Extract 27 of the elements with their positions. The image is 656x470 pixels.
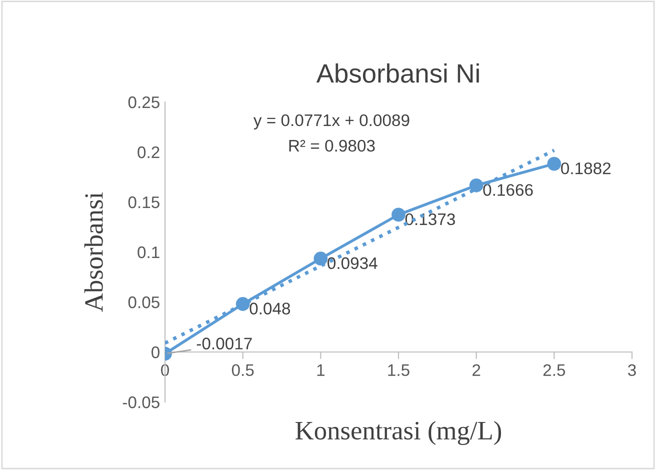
y-tick-label: 0	[152, 346, 160, 358]
x-tick-label: 1	[317, 364, 324, 376]
annotation: y = 0.0771x + 0.0089	[253, 114, 410, 130]
point	[392, 208, 406, 222]
y-tick-label: 0.25	[128, 96, 160, 108]
data-label: 0.1666	[483, 184, 533, 196]
point	[314, 252, 328, 266]
y-tick-label: 0.1	[138, 246, 160, 258]
point	[469, 178, 484, 192]
x-tick-label: 0.5	[232, 364, 254, 376]
data-label: -0.0017	[196, 338, 252, 350]
y-axis-title: Absorbansi	[84, 192, 103, 312]
point	[547, 156, 562, 171]
x-tick-label: 2	[472, 364, 480, 376]
chart-title: Absorbansi Ni	[316, 63, 479, 83]
y-tick-label: -0.05	[122, 396, 160, 408]
data-label: 0.1882	[561, 162, 611, 174]
x-axis-title: Konsentrasi (mg/L)	[296, 421, 502, 446]
data-label: 0.048	[250, 302, 290, 314]
x-tick-label: 1.5	[388, 364, 410, 376]
annotation: R² = 0.9803	[289, 140, 375, 152]
y-tick-label: 0.15	[128, 196, 160, 208]
x-tick-label: 3	[628, 364, 636, 376]
y-tick-label: 0.05	[128, 296, 160, 308]
y-tick-label: 0.2	[138, 146, 160, 158]
x-tick-label: 2.5	[543, 364, 566, 376]
data-label: 0.0934	[328, 257, 378, 270]
